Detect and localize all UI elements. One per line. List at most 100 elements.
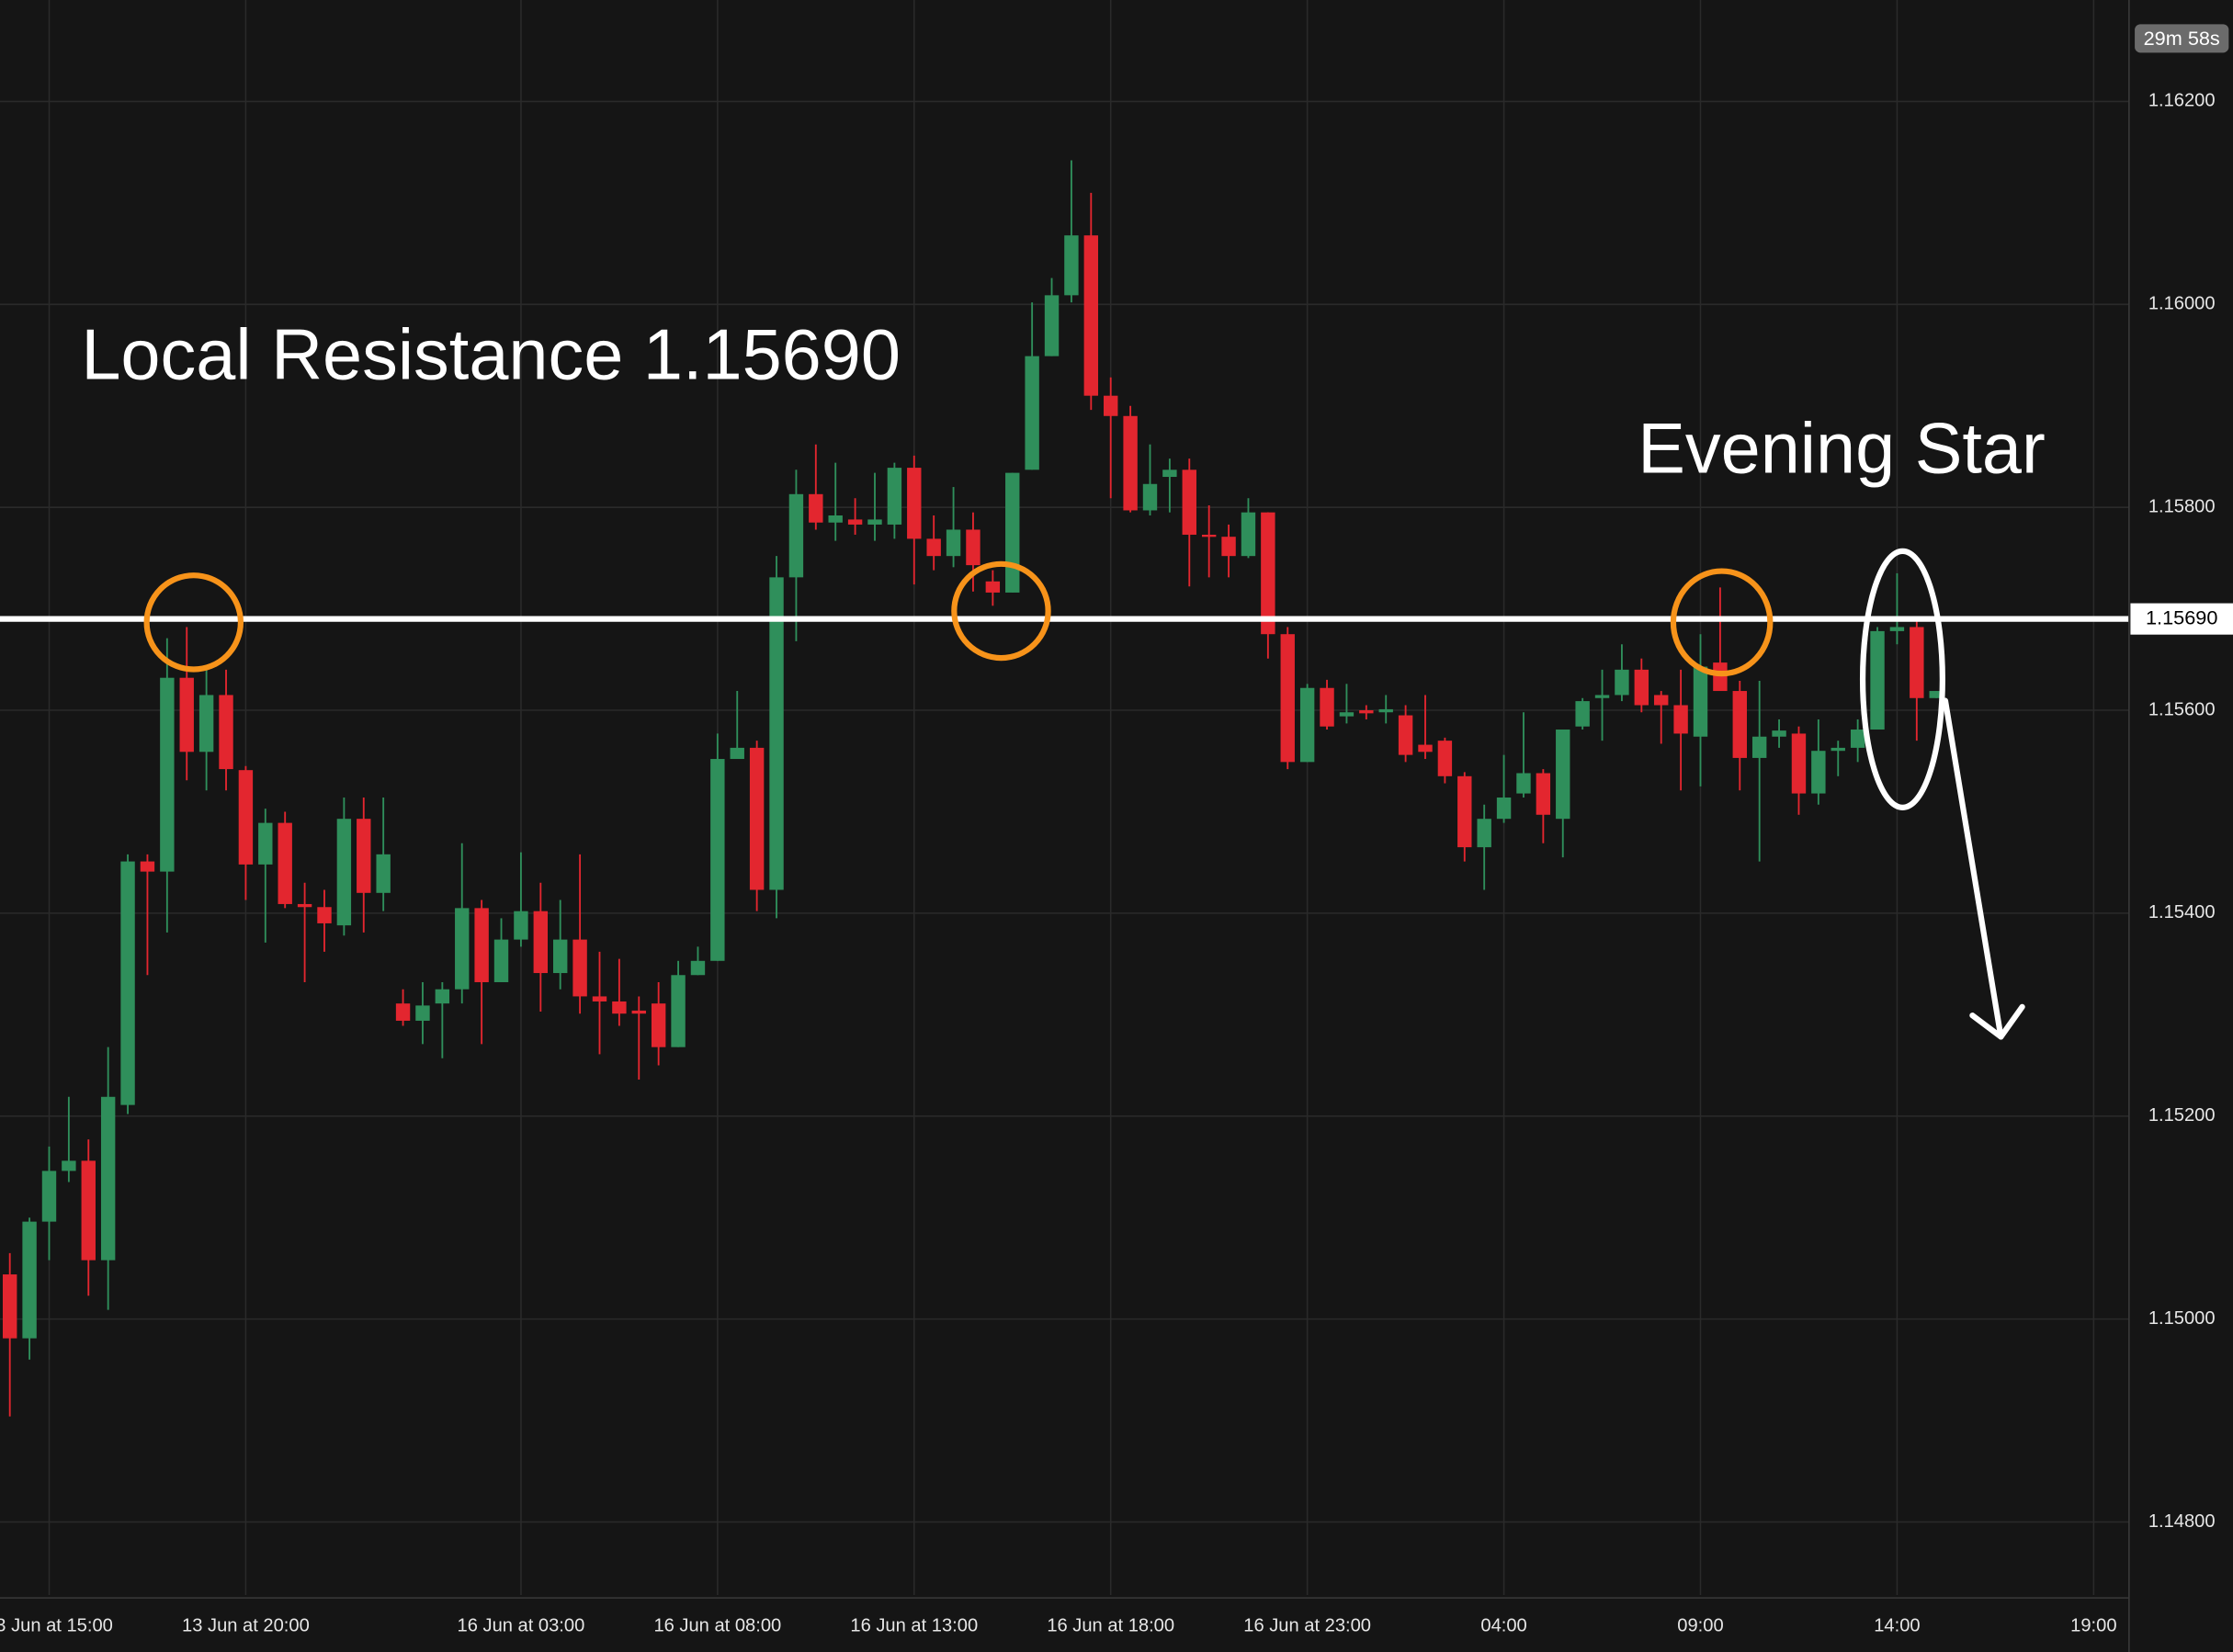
candle-body xyxy=(219,695,233,770)
candle-body xyxy=(809,493,823,523)
candle-body xyxy=(198,695,214,752)
candle-body xyxy=(376,854,391,893)
candle-body xyxy=(1693,666,1708,737)
candle-body xyxy=(1477,819,1491,848)
candle-body xyxy=(1732,691,1747,758)
candle-body xyxy=(1083,235,1099,396)
candle-body xyxy=(62,1160,76,1171)
axis-labels: 1.14800 1.15000 1.15200 1.15400 1.15600 1.158… xyxy=(0,91,2233,1635)
candle-body xyxy=(1123,415,1138,511)
candle-body xyxy=(1850,730,1865,748)
x-tick-label: 16 Jun at 03:00 xyxy=(458,1615,585,1635)
candle-body xyxy=(160,677,175,872)
candle-body xyxy=(710,759,725,961)
x-tick-label: 16 Jun at 23:00 xyxy=(1243,1615,1371,1635)
y-tick-label: 1.15600 xyxy=(2148,699,2216,719)
candle-body xyxy=(1713,662,1728,692)
candle-body xyxy=(238,770,254,865)
y-tick-label: 1.16000 xyxy=(2148,294,2216,314)
candle-body xyxy=(1575,701,1590,727)
candles xyxy=(0,160,2129,1417)
candle-body xyxy=(788,493,804,578)
candle-body xyxy=(828,515,843,523)
candle-body xyxy=(1751,736,1767,758)
candle-body xyxy=(1280,634,1295,763)
candle-body xyxy=(1104,395,1118,416)
x-tick-label: 13 Jun at 20:00 xyxy=(182,1615,310,1635)
candle-body xyxy=(966,529,980,566)
candle-body xyxy=(1025,356,1039,470)
candle-body xyxy=(1615,669,1629,696)
annotation: Local Resistance 1.15690 xyxy=(81,315,901,394)
candle-body xyxy=(847,519,863,525)
resistance-label-box xyxy=(2130,603,2233,635)
candle-body xyxy=(1437,741,1453,776)
candle-body xyxy=(1418,744,1433,752)
candle-body xyxy=(1634,669,1649,706)
candle-body xyxy=(1142,483,1158,511)
candle-body xyxy=(1201,534,1217,537)
candle-body xyxy=(926,538,941,557)
candle-body xyxy=(1536,773,1551,815)
candle-body xyxy=(179,677,194,752)
candle-body xyxy=(455,908,470,990)
candle-body xyxy=(1162,470,1177,478)
candle-body xyxy=(474,908,489,982)
y-tick-label: 1.15400 xyxy=(2148,902,2216,922)
candle-body xyxy=(690,960,706,976)
candle-body xyxy=(1044,295,1060,356)
y-tick-label: 1.16200 xyxy=(2148,91,2216,111)
candle-body xyxy=(1870,630,1885,730)
arrow-head xyxy=(1969,1003,2025,1040)
candle-body xyxy=(769,577,784,890)
candle-body xyxy=(258,822,273,865)
y-tick-label: 1.14800 xyxy=(2148,1511,2216,1532)
candle-body xyxy=(1005,472,1020,593)
candle-body xyxy=(1772,730,1786,737)
candle-body xyxy=(651,1003,666,1047)
candle-body xyxy=(867,519,882,525)
candle-body xyxy=(1929,691,1944,698)
candle-body xyxy=(1556,730,1570,820)
candle-body xyxy=(1182,470,1196,535)
candle-body xyxy=(612,1001,627,1014)
countdown-box xyxy=(2135,24,2229,53)
highlight-ellipse xyxy=(1859,548,1945,810)
x-tick-label: 16 Jun at 08:00 xyxy=(653,1615,781,1635)
candle-body xyxy=(1496,798,1512,820)
candle-body xyxy=(907,468,922,539)
x-tick-label: 14:00 xyxy=(1874,1615,1920,1635)
candle-body xyxy=(1654,695,1669,706)
candle-body xyxy=(592,996,607,1001)
candle-body xyxy=(1457,775,1472,848)
candle-body xyxy=(336,819,352,926)
candle-body xyxy=(730,747,744,760)
candle-body xyxy=(671,975,686,1047)
candle-body xyxy=(1831,747,1845,752)
x-tick-label: 16 Jun at 18:00 xyxy=(1047,1615,1174,1635)
annotation: Evening Star xyxy=(1638,410,2046,489)
candle-body xyxy=(533,911,549,974)
candle-body xyxy=(1261,512,1275,635)
highlight-circle xyxy=(1670,568,1774,677)
candle-body xyxy=(1398,715,1413,755)
candle-body xyxy=(395,1003,411,1021)
candle-body xyxy=(2,1274,17,1339)
candle-body xyxy=(631,1010,646,1014)
candle-body xyxy=(1791,733,1807,794)
candle-body xyxy=(120,861,135,1105)
candle-body xyxy=(22,1221,37,1339)
candle-body xyxy=(749,747,765,890)
candle-body xyxy=(1811,751,1826,794)
grid xyxy=(0,0,2129,1595)
candle-body xyxy=(1910,627,1924,698)
candle-body xyxy=(1516,773,1531,794)
x-tick-label: 04:00 xyxy=(1480,1615,1526,1635)
overlay: Local Resistance 1.15690 Evening Star 29… xyxy=(81,24,2229,1040)
candle-body xyxy=(1299,687,1315,763)
candle-body xyxy=(887,468,902,525)
candle-body xyxy=(357,819,371,893)
candle-body xyxy=(1594,695,1610,698)
